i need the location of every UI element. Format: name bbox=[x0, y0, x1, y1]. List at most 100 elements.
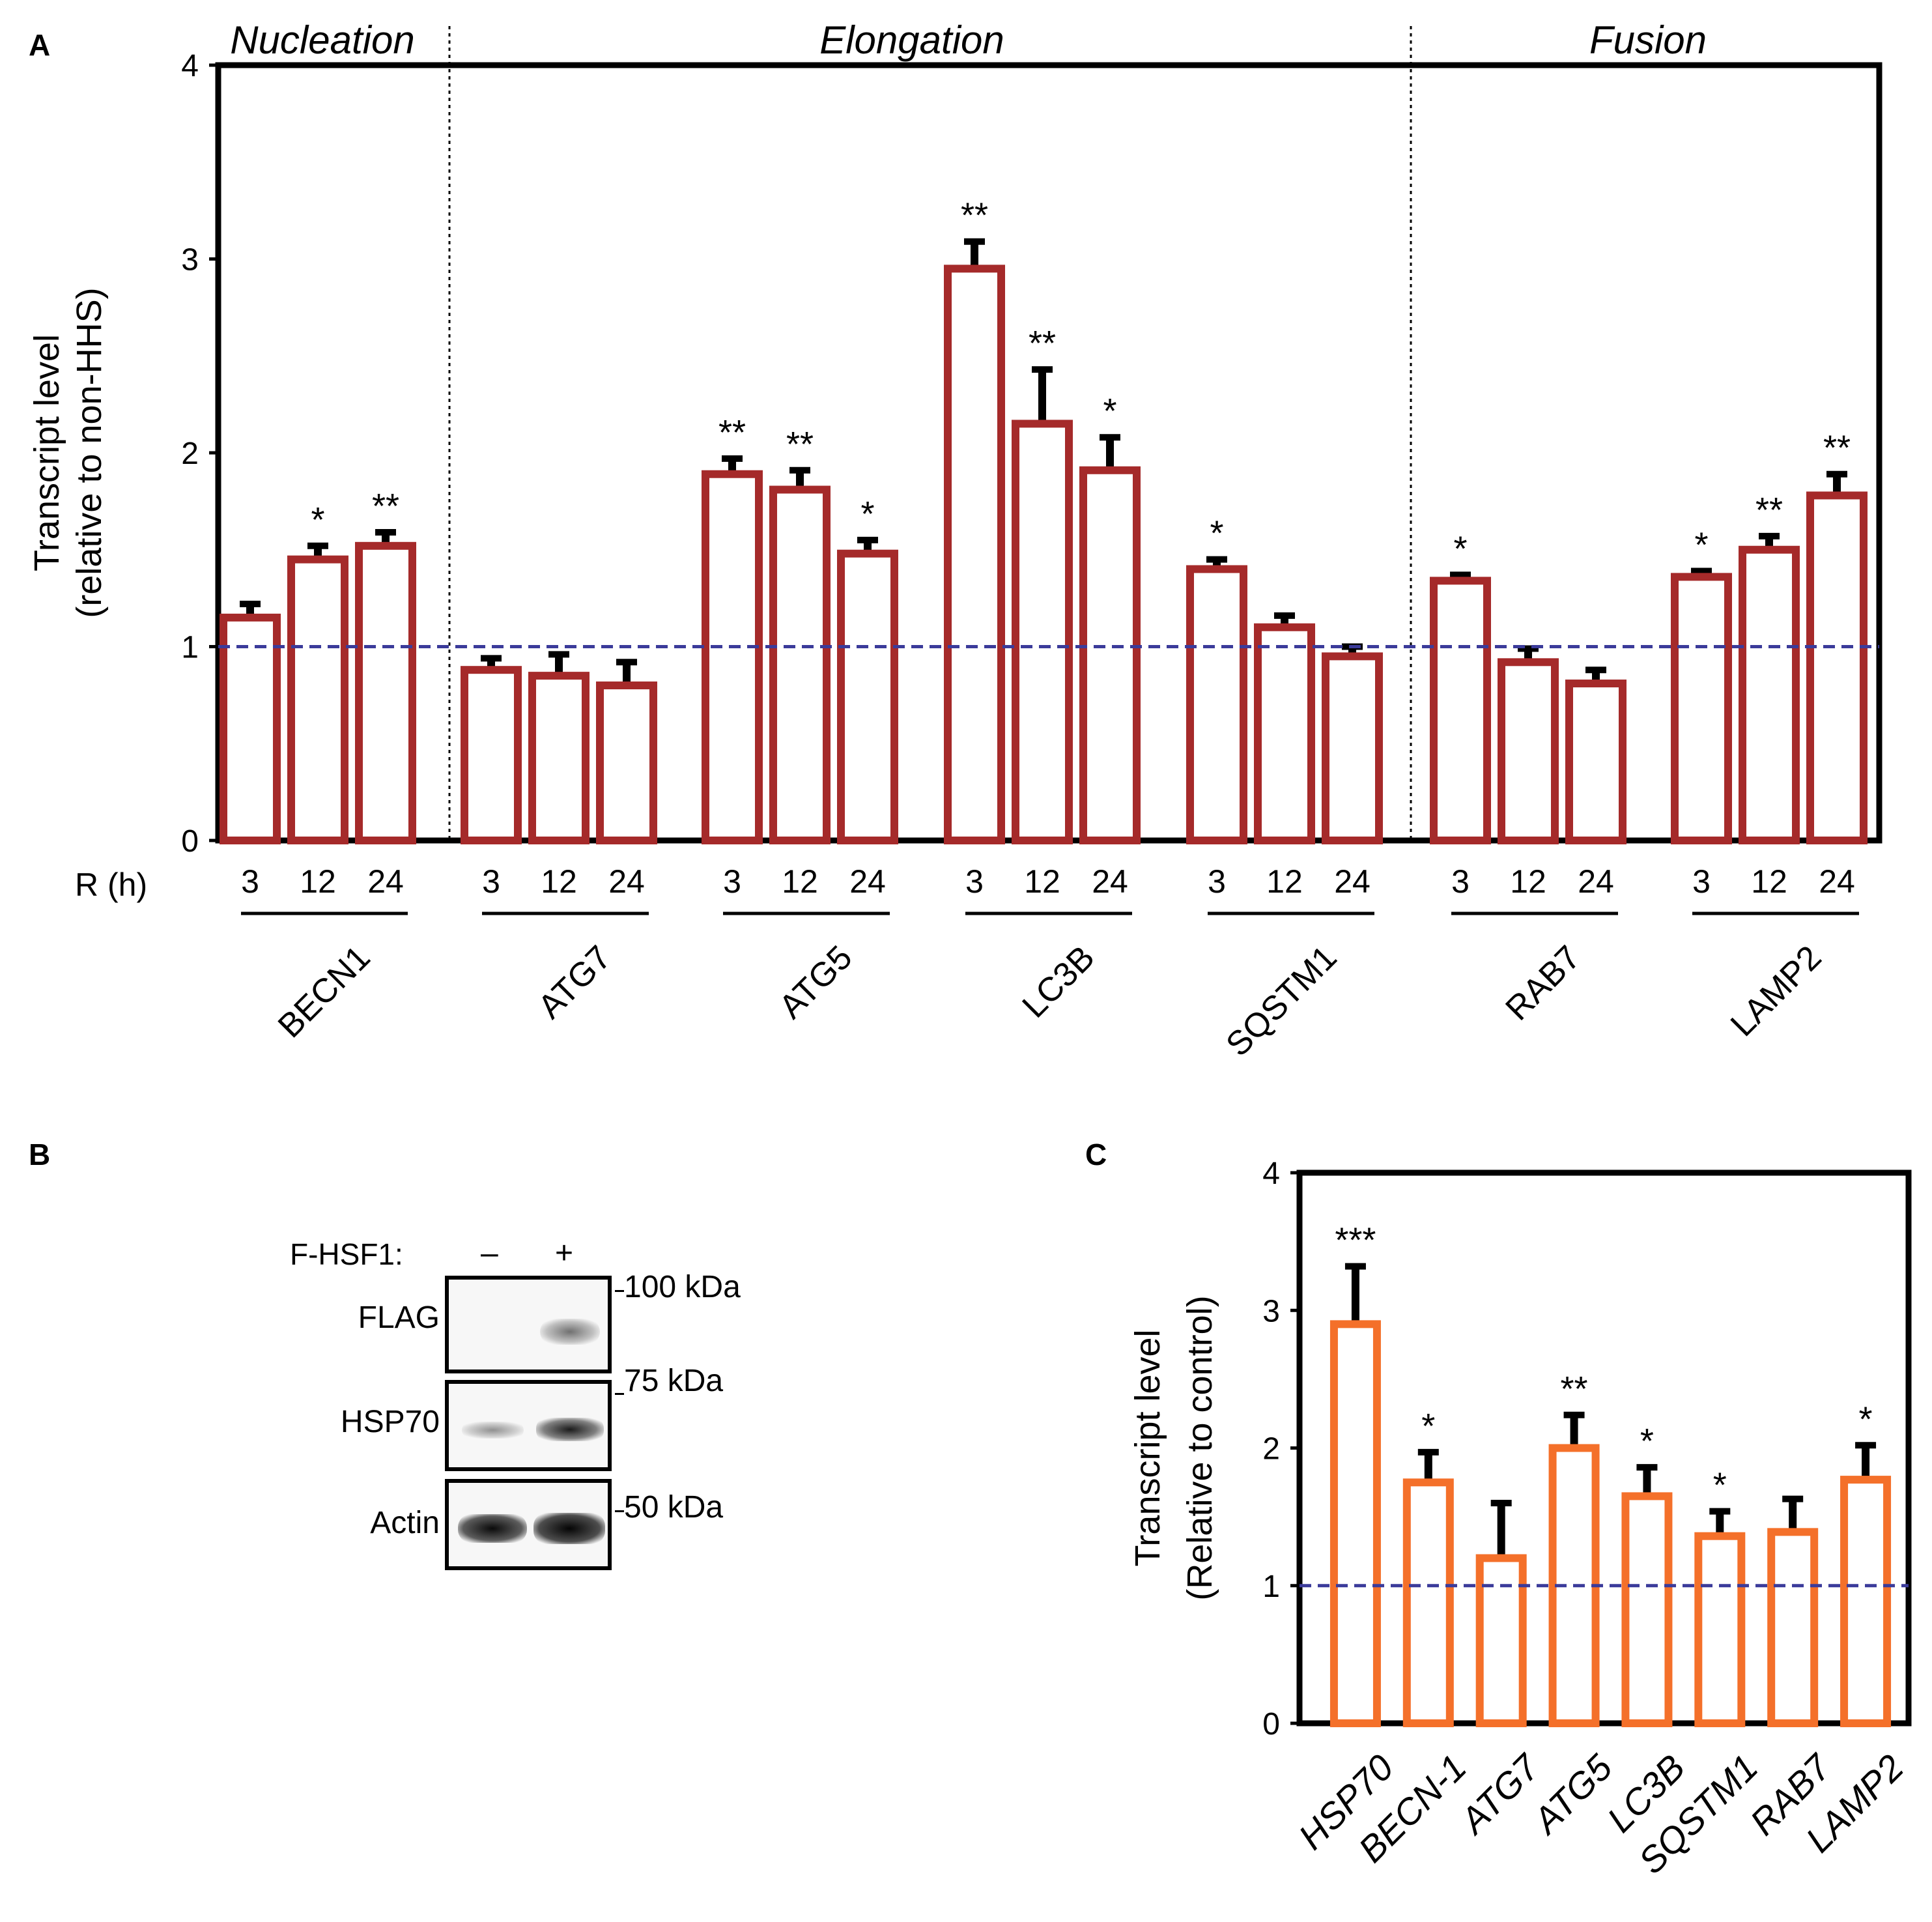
y-tick-label: 3 bbox=[181, 243, 199, 278]
time-point-label: 24 bbox=[367, 863, 404, 900]
time-point-label: 12 bbox=[1266, 863, 1303, 900]
bar bbox=[596, 681, 657, 844]
y-tick-label: 0 bbox=[181, 824, 199, 859]
time-point-label: 3 bbox=[1451, 863, 1470, 900]
section-title: Nucleation bbox=[230, 18, 415, 62]
bar bbox=[1565, 680, 1627, 845]
band-actin-lane2 bbox=[533, 1513, 605, 1544]
band-flag-lane2 bbox=[540, 1319, 600, 1345]
chart-panel-c: 0 1 2 3 4 Transcript level (Relative to contro… bbox=[1128, 1156, 1912, 1882]
time-point-label: 24 bbox=[1578, 863, 1614, 900]
blot-label-hsp70: HSP70 bbox=[340, 1405, 440, 1439]
marker-50-kda: 50 kDa bbox=[624, 1490, 724, 1525]
category-label: ATG7 bbox=[1451, 1745, 1548, 1842]
bar bbox=[461, 666, 522, 844]
significance-label: ** bbox=[961, 196, 988, 235]
significance-label: * bbox=[1694, 525, 1708, 564]
section-title: Fusion bbox=[1589, 18, 1707, 62]
bar bbox=[1498, 658, 1559, 844]
bar bbox=[1739, 545, 1800, 844]
bar bbox=[702, 470, 763, 844]
significance-label: ** bbox=[372, 487, 399, 526]
y-axis-label-line1: Transcript level bbox=[27, 334, 66, 571]
significance-label: ** bbox=[718, 413, 746, 452]
bar bbox=[1806, 491, 1868, 844]
time-point-label: 12 bbox=[782, 863, 818, 900]
significance-label: * bbox=[1210, 514, 1223, 553]
significance-label: ** bbox=[1755, 491, 1783, 530]
y-tick-label: 4 bbox=[181, 49, 199, 83]
category-label: ATG5 bbox=[1524, 1746, 1621, 1843]
blot-label-flag: FLAG bbox=[358, 1300, 440, 1335]
y-tick-label: 3 bbox=[1262, 1294, 1280, 1328]
y-tick-label: 0 bbox=[1262, 1707, 1280, 1742]
section-title: Elongation bbox=[819, 18, 1004, 62]
time-point-label: 24 bbox=[849, 863, 886, 900]
significance-label: * bbox=[1640, 1422, 1654, 1461]
bar bbox=[528, 672, 590, 844]
significance-label: * bbox=[1421, 1407, 1435, 1446]
time-point-label: 12 bbox=[300, 863, 336, 900]
bar bbox=[1254, 623, 1315, 844]
blot-label-actin: Actin bbox=[370, 1506, 440, 1540]
y-axis-label-line2: (relative to non-HHS) bbox=[70, 287, 109, 618]
time-point-label: 12 bbox=[1751, 863, 1787, 900]
time-point-label: 24 bbox=[1092, 863, 1128, 900]
bar bbox=[769, 485, 831, 844]
time-point-label: 12 bbox=[1510, 863, 1546, 900]
bar bbox=[944, 265, 1005, 844]
time-point-label: 12 bbox=[1024, 863, 1060, 900]
x-axis-label: R (h) bbox=[75, 867, 147, 903]
blot-hsp70 bbox=[445, 1380, 612, 1471]
significance-label: * bbox=[860, 495, 874, 534]
time-point-label: 12 bbox=[541, 863, 577, 900]
bar bbox=[355, 541, 416, 844]
bar bbox=[1079, 466, 1141, 844]
bar bbox=[1840, 1476, 1892, 1728]
time-point-label: 3 bbox=[1692, 863, 1711, 900]
y-axis-label-line2: (Relative to control) bbox=[1180, 1295, 1219, 1600]
condition-label: F-HSF1: bbox=[290, 1237, 403, 1271]
time-point-label: 3 bbox=[482, 863, 500, 900]
bar bbox=[1621, 1492, 1673, 1727]
bar bbox=[1694, 1532, 1746, 1727]
band-hsp70-lane2 bbox=[536, 1418, 604, 1441]
blot-flag bbox=[445, 1276, 612, 1373]
gene-label: ATG5 bbox=[772, 939, 859, 1026]
gene-label: ATG7 bbox=[531, 939, 618, 1026]
time-point-label: 24 bbox=[1819, 863, 1855, 900]
gene-label: LAMP2 bbox=[1724, 939, 1829, 1044]
bar bbox=[1012, 420, 1073, 844]
time-point-label: 24 bbox=[1334, 863, 1371, 900]
blot-actin bbox=[445, 1479, 612, 1570]
marker-tick-75 bbox=[615, 1393, 624, 1395]
bar bbox=[1329, 1320, 1381, 1727]
gene-label: LC3B bbox=[1016, 939, 1102, 1026]
lane-label-minus: – bbox=[481, 1236, 498, 1270]
panel-label-b: B bbox=[29, 1138, 51, 1171]
bar bbox=[1402, 1478, 1454, 1727]
marker-tick-100 bbox=[615, 1290, 624, 1292]
y-axis-label-line1: Transcript level bbox=[1128, 1329, 1167, 1566]
time-point-label: 3 bbox=[1208, 863, 1226, 900]
bar bbox=[1475, 1554, 1527, 1727]
marker-100-kda: 100 kDa bbox=[624, 1270, 741, 1304]
marker-tick-50 bbox=[615, 1510, 624, 1512]
significance-label: ** bbox=[1561, 1370, 1588, 1409]
y-tick-label: 2 bbox=[1262, 1432, 1280, 1467]
y-tick-label: 1 bbox=[181, 631, 199, 665]
bar bbox=[1430, 577, 1491, 844]
bar bbox=[1671, 573, 1732, 845]
bar bbox=[1322, 652, 1383, 844]
time-point-label: 3 bbox=[241, 863, 259, 900]
bar bbox=[1767, 1528, 1819, 1727]
panel-label-c: C bbox=[1085, 1138, 1107, 1171]
lane-label-plus: + bbox=[555, 1236, 574, 1270]
y-tick-label: 4 bbox=[1262, 1156, 1280, 1191]
significance-label: * bbox=[1713, 1466, 1727, 1505]
time-point-label: 24 bbox=[608, 863, 645, 900]
y-tick-label: 2 bbox=[181, 437, 199, 471]
significance-label: ** bbox=[1029, 324, 1056, 363]
significance-label: *** bbox=[1335, 1221, 1376, 1260]
